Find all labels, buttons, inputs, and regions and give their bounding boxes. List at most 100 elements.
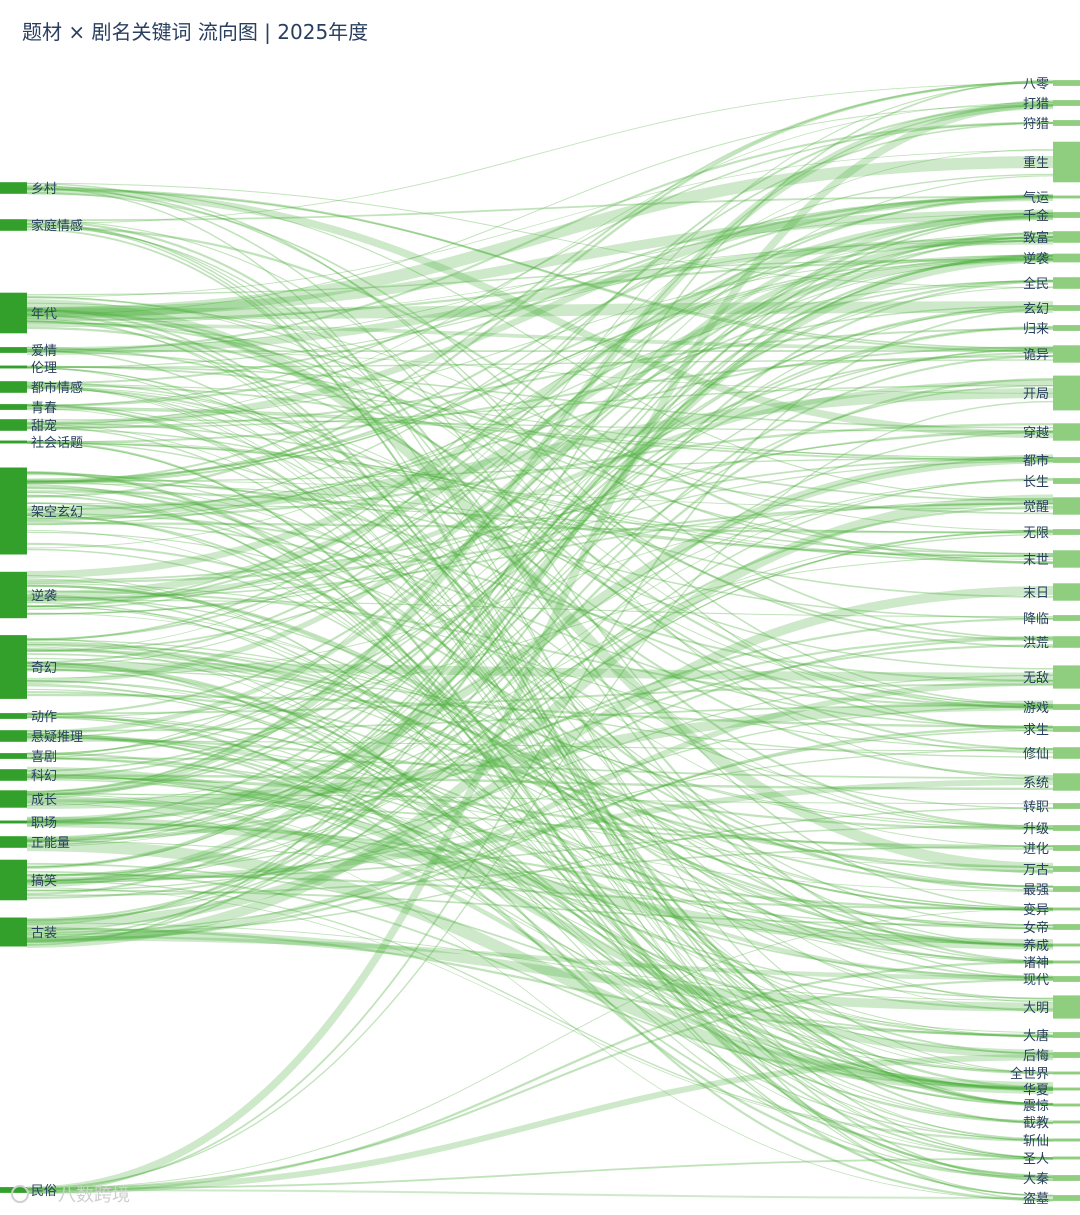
target-node-label: 千金 [1023, 208, 1049, 224]
target-node [1053, 1087, 1080, 1091]
source-node-label: 甜宠 [31, 418, 57, 434]
target-node [1053, 100, 1080, 106]
target-node-label: 打猎 [1023, 97, 1049, 112]
flow-link [26, 386, 1054, 963]
flow-link [26, 713, 1054, 964]
source-node-label: 奇幻 [31, 660, 57, 676]
source-node [0, 859, 27, 901]
flow-link [26, 548, 1054, 1000]
flow-link [26, 716, 1054, 1141]
flow-link [26, 531, 1054, 824]
flow-link [26, 530, 1054, 882]
flow-link [26, 683, 1054, 1122]
source-node-label: 年代 [31, 307, 57, 322]
target-node [1053, 943, 1080, 947]
flow-link [26, 101, 1054, 799]
source-node [0, 769, 27, 781]
flow-link [26, 705, 1054, 892]
target-node-label: 重生 [1023, 155, 1049, 171]
flow-link [26, 441, 1054, 1178]
target-node-label: 穿越 [1023, 425, 1049, 441]
flow-link [26, 406, 1054, 459]
flow-link [26, 407, 1054, 1074]
flow-link [26, 644, 1054, 842]
flow-link [26, 235, 1054, 926]
flow-link [26, 328, 1054, 429]
target-node-label: 诡异 [1023, 348, 1049, 363]
flow-link [26, 223, 1054, 1201]
target-node-label: 气运 [1023, 190, 1049, 206]
flow-link [26, 350, 1054, 555]
target-node-label: 女帝 [1023, 920, 1049, 936]
flow-link [26, 260, 1054, 483]
flow-link [26, 639, 1054, 830]
flow-link [26, 175, 1054, 793]
target-node [1053, 636, 1080, 648]
source-node [0, 467, 27, 555]
flow-link [26, 793, 1054, 1073]
target-node-label: 后悔 [1023, 1049, 1049, 1064]
flow-link [26, 669, 1054, 758]
target-node [1053, 1032, 1080, 1038]
target-node-label: 截教 [1023, 1115, 1049, 1131]
flow-link [26, 712, 1054, 1180]
flow-link [26, 320, 1054, 642]
flow-link [26, 522, 1054, 534]
flow-link [26, 778, 1054, 1000]
target-node-label: 大秦 [1023, 1172, 1049, 1187]
flow-link-major [26, 388, 1054, 516]
flow-link [26, 419, 1054, 432]
flow-link [26, 104, 1054, 793]
target-node-label: 系统 [1023, 776, 1049, 791]
source-node-label: 逆袭 [31, 588, 57, 604]
flow-link [26, 821, 1054, 929]
flow-link [26, 457, 1054, 483]
target-node-label: 都市 [1023, 453, 1049, 469]
watermark: 八数跨境 [11, 1185, 130, 1206]
flow-link [26, 776, 1054, 1034]
flow-link [26, 301, 1054, 320]
links-group [26, 79, 1054, 1202]
flow-link [26, 318, 1054, 1197]
target-node [1053, 141, 1080, 183]
flow-link [26, 188, 1054, 350]
flow-link [26, 296, 1054, 707]
flow-link [26, 423, 1054, 520]
target-node [1053, 704, 1080, 710]
flow-link [26, 214, 1054, 843]
target-node [1053, 845, 1080, 851]
flow-link [26, 661, 1054, 1202]
target-node-label: 最强 [1023, 883, 1049, 898]
target-node [1053, 803, 1080, 809]
target-node [1053, 960, 1080, 964]
target-node-label: 万古 [1023, 863, 1049, 878]
flow-link [26, 514, 1054, 1055]
flow-link [26, 680, 1054, 1038]
flow-link [26, 195, 1054, 408]
target-node-label: 养成 [1023, 938, 1049, 954]
flow-link [26, 404, 1054, 1089]
flow-link [26, 308, 1054, 759]
flow-link [26, 209, 1054, 318]
flow-link [26, 365, 1054, 502]
flow-link [26, 887, 1054, 1142]
flow-link [26, 213, 1054, 350]
flow-link [26, 384, 1054, 1105]
source-node-label: 喜剧 [31, 750, 57, 765]
source-node-label: 悬疑推理 [31, 729, 83, 745]
flow-link [26, 460, 1054, 615]
target-node-label: 变异 [1023, 902, 1049, 918]
flow-link-major [26, 156, 1054, 319]
flow-link [26, 514, 1054, 1123]
flow-link [26, 408, 1054, 462]
source-node-label: 成长 [31, 793, 57, 808]
flow-link [26, 236, 1054, 356]
flow-link [26, 187, 1054, 706]
flow-link [26, 237, 1054, 369]
source-node-label: 职场 [31, 816, 57, 831]
target-node-label: 八零 [1023, 77, 1049, 92]
source-node [0, 820, 27, 824]
flow-link [26, 440, 1054, 560]
flow-link [26, 194, 1054, 428]
